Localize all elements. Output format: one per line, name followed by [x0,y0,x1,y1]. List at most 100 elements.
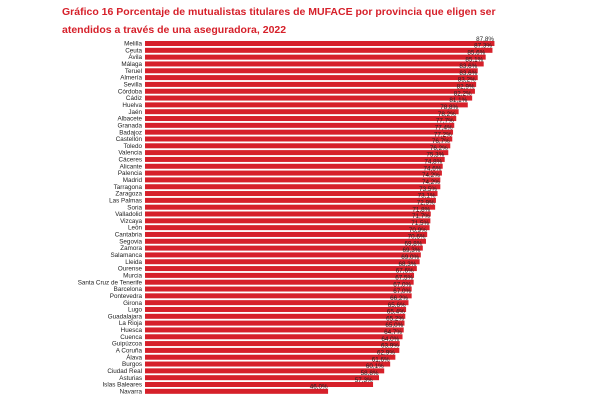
category-label: Ceuta [125,47,142,54]
value-label: 74,8% [424,159,442,166]
value-label: 66,2% [390,295,408,302]
category-label: Álava [126,352,142,361]
bar [145,163,443,169]
value-label: 81,1% [449,97,467,104]
bar [145,75,478,81]
category-label: Guadalajara [108,313,143,320]
category-label: Toledo [123,143,142,150]
bar [145,204,436,210]
category-label: Valladolid [115,211,142,218]
value-label: 74,6% [424,165,442,172]
bar [145,109,459,115]
value-label: 65,0% [385,322,403,329]
value-labels-group: 87,8%87,3%85,6%85,1%83,6%83,6%83,2%82,9%… [310,36,495,391]
value-label: 63,9% [381,343,399,350]
category-label: Guipúzcoa [112,341,143,348]
bar [145,143,451,149]
value-label: 65,4% [387,309,405,316]
bar [145,211,431,217]
bar [145,54,486,60]
category-label: Asturias [119,375,142,382]
bar [145,68,478,74]
category-label: Málaga [121,61,142,68]
category-label: Lleida [125,259,142,266]
bar [145,252,421,258]
category-label: Salamanca [110,252,142,259]
category-label: Islas Baleares [102,382,142,389]
bar [145,238,426,244]
bar [145,184,441,190]
category-label: Burgos [122,361,142,368]
bar [145,259,420,265]
category-label: Soria [127,204,142,211]
category-label: Vizcaya [120,218,142,225]
value-label: 71,8% [412,206,430,213]
bar [145,231,428,237]
bar [145,218,431,224]
bar [145,225,430,231]
category-label: Jaén [128,109,142,116]
value-label: 57,3% [355,377,373,384]
category-label: Madrid [123,177,143,184]
bar [145,341,400,347]
value-label: 74,2% [422,179,440,186]
bar [145,116,457,122]
bar [145,47,493,53]
category-label: Granada [117,122,142,129]
category-label: Alicante [120,163,143,170]
value-label: 46,0% [310,384,328,391]
category-label: Murcia [123,272,142,279]
category-label: Melilla [124,41,142,48]
bar [145,361,391,367]
value-label: 83,2% [458,77,476,84]
category-label: Huelva [122,102,142,109]
value-label: 71,5% [411,220,429,227]
value-label: 60,1% [366,363,384,370]
bar [145,313,406,319]
bar [145,347,400,353]
bar [145,375,380,381]
value-label: 64,0% [381,336,399,343]
bar [145,368,385,374]
category-label: Lugo [128,307,143,314]
value-label: 85,6% [467,49,485,56]
bar [145,156,445,162]
category-label: Badajoz [119,129,142,136]
value-label: 58,8% [361,370,379,377]
value-label: 69,3% [402,247,420,254]
bar [145,150,449,156]
value-label: 70,6% [408,234,426,241]
bar [145,136,453,142]
category-label: Cantabria [115,232,143,239]
value-label: 64,7% [384,329,402,336]
bar [145,245,423,251]
bar [145,320,405,326]
value-label: 73,1% [418,193,436,200]
value-label: 83,6% [459,63,477,70]
category-label: Córdoba [118,88,143,95]
category-label: Huesca [121,327,143,334]
value-label: 65,6% [388,302,406,309]
bar [145,300,409,306]
bar [145,129,454,135]
category-label: Pontevedra [110,293,143,300]
category-label: Almería [120,75,142,82]
bar [145,197,436,203]
value-label: 74,2% [422,172,440,179]
category-label: Ciudad Real [107,368,142,375]
bar [145,102,468,108]
value-label: 67,5% [395,275,413,282]
bar [145,354,396,360]
category-label: Cádiz [126,95,142,102]
value-label: 69,0% [401,254,419,261]
value-label: 87,8% [476,36,494,43]
category-label: Las Palmas [109,197,142,204]
value-label: 69,8% [404,240,422,247]
bar [145,382,374,387]
value-label: 70,9% [409,227,427,234]
bar [145,279,414,285]
category-labels-group: MelillaCeutaÁvilaMálagaTeruelAlmeríaSevi… [78,41,143,396]
bar [145,61,484,67]
category-label: La Rioja [119,320,143,327]
